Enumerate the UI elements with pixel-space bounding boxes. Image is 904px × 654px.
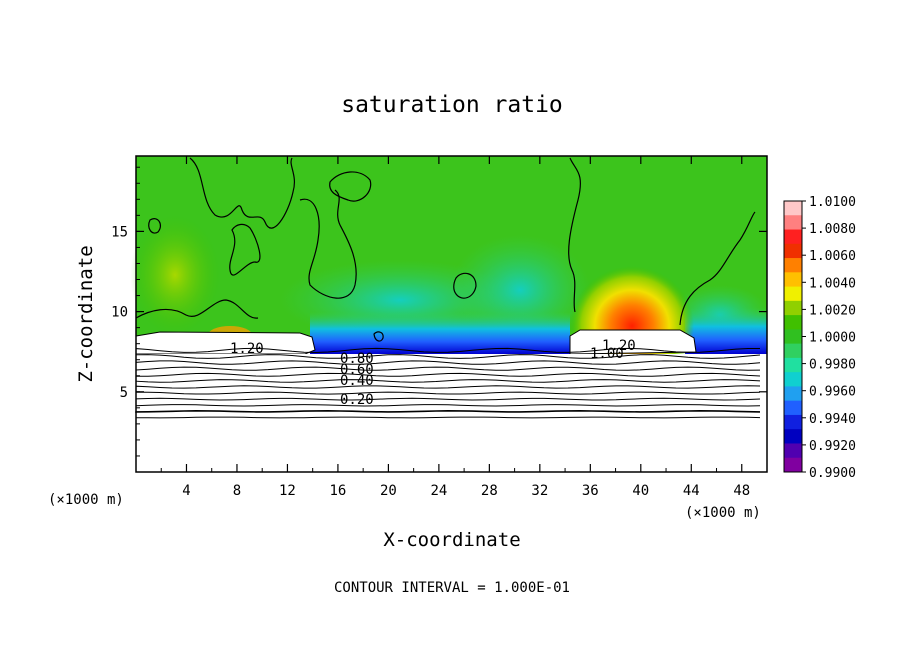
contour-line [135, 379, 761, 383]
colorbar-label: 1.0000 [809, 331, 856, 346]
contour-line [135, 372, 761, 377]
colorbar-swatch [784, 429, 802, 444]
x-tick-label: 8 [233, 483, 241, 499]
plot-area [130, 156, 770, 472]
colorbar-label: 1.0040 [809, 276, 856, 291]
colorbar-swatch [784, 201, 802, 216]
colorbar-swatch [784, 457, 802, 473]
x-tick-label: 20 [380, 483, 397, 499]
colorbar-swatch [784, 386, 802, 402]
contour-label: 1.20 [230, 341, 264, 357]
colorbar-swatch [784, 414, 802, 430]
x-tick-label: 44 [683, 483, 700, 499]
warm-anomaly-left [130, 215, 220, 335]
contour-line [135, 366, 761, 371]
x-axis-label: X-coordinate [383, 529, 520, 551]
x-ticks: 4 8 12 16 20 24 28 32 36 40 44 48 [160, 156, 750, 499]
colorbar-swatch [784, 300, 802, 316]
colorbar: 1.0100 1.0080 1.0060 1.0040 1.0020 1.0000 0.99… [783, 195, 856, 481]
y-tick-label: 5 [120, 385, 128, 401]
colorbar-label: 0.9940 [809, 412, 856, 427]
contour-line [135, 360, 761, 365]
contour-line [135, 416, 761, 419]
contour-label-group: 1.20 0.80 0.60 0.40 0.20 1.20 1.00 [230, 338, 636, 408]
colorbar-label: 0.9900 [809, 466, 856, 481]
x-tick-label: 4 [182, 483, 190, 499]
contour-line [135, 354, 761, 359]
x-tick-label: 12 [279, 483, 296, 499]
y-tick-label: 10 [111, 305, 128, 321]
x-tick-label: 28 [481, 483, 498, 499]
contour-label: 1.00 [590, 346, 624, 362]
contour-label: 0.60 [340, 362, 374, 378]
colorbar-swatch [784, 286, 802, 302]
colorbar-swatch [784, 258, 802, 273]
contour-line [135, 409, 761, 413]
colorbar-label: 1.0020 [809, 303, 856, 318]
y-axis-label: Z-coordinate [75, 245, 97, 382]
contour-label: 0.40 [340, 373, 374, 389]
contour-label: 1.20 [602, 338, 636, 354]
plot-frame [135, 155, 768, 473]
x-tick-label: 40 [632, 483, 649, 499]
colorbar-swatch [784, 215, 802, 230]
colorbar-swatch [784, 243, 802, 259]
lower-layer [136, 354, 767, 472]
colorbar-label: 1.0100 [809, 195, 856, 210]
colorbar-label: 0.9980 [809, 358, 856, 373]
x-tick-label: 32 [531, 483, 548, 499]
upper-contours [135, 157, 756, 342]
colorbar-swatch [784, 315, 802, 330]
dry-layer-1 [310, 312, 570, 354]
colorbar-swatch [784, 229, 802, 245]
colorbar-swatch [784, 443, 802, 459]
contour-line [135, 347, 760, 354]
contour-interval-note: CONTOUR INTERVAL = 1.000E-01 [334, 580, 570, 596]
colorbar-label: 0.9920 [809, 439, 856, 454]
colorbar-swatch [784, 372, 802, 387]
x-unit-left: (×1000 m) [48, 492, 124, 508]
x-tick-label: 48 [733, 483, 750, 499]
contour-line [135, 385, 761, 389]
colorbar-label: 1.0080 [809, 222, 856, 237]
dry-layer-2 [685, 308, 767, 354]
colorbar-label: 0.9960 [809, 385, 856, 400]
chart-title: saturation ratio [341, 92, 563, 118]
contour-label: 0.80 [340, 351, 374, 367]
x-unit-right: (×1000 m) [685, 505, 761, 521]
y-ticks: 5 10 15 [111, 166, 767, 457]
contour-line [135, 404, 761, 407]
contour-line [135, 397, 761, 401]
x-tick-label: 16 [329, 483, 346, 499]
y-tick-label: 15 [111, 224, 128, 240]
colorbar-label: 1.0060 [809, 249, 856, 264]
colorbar-swatch [784, 400, 802, 416]
x-tick-label: 36 [582, 483, 599, 499]
contour-line [135, 391, 761, 395]
x-tick-label: 24 [430, 483, 447, 499]
contour-label: 0.20 [340, 392, 374, 408]
colorbar-swatch [784, 272, 802, 287]
contour-lines [135, 347, 761, 419]
colorbar-swatch [784, 329, 802, 345]
colorbar-swatch [784, 343, 802, 359]
colorbar-swatch [784, 357, 802, 373]
